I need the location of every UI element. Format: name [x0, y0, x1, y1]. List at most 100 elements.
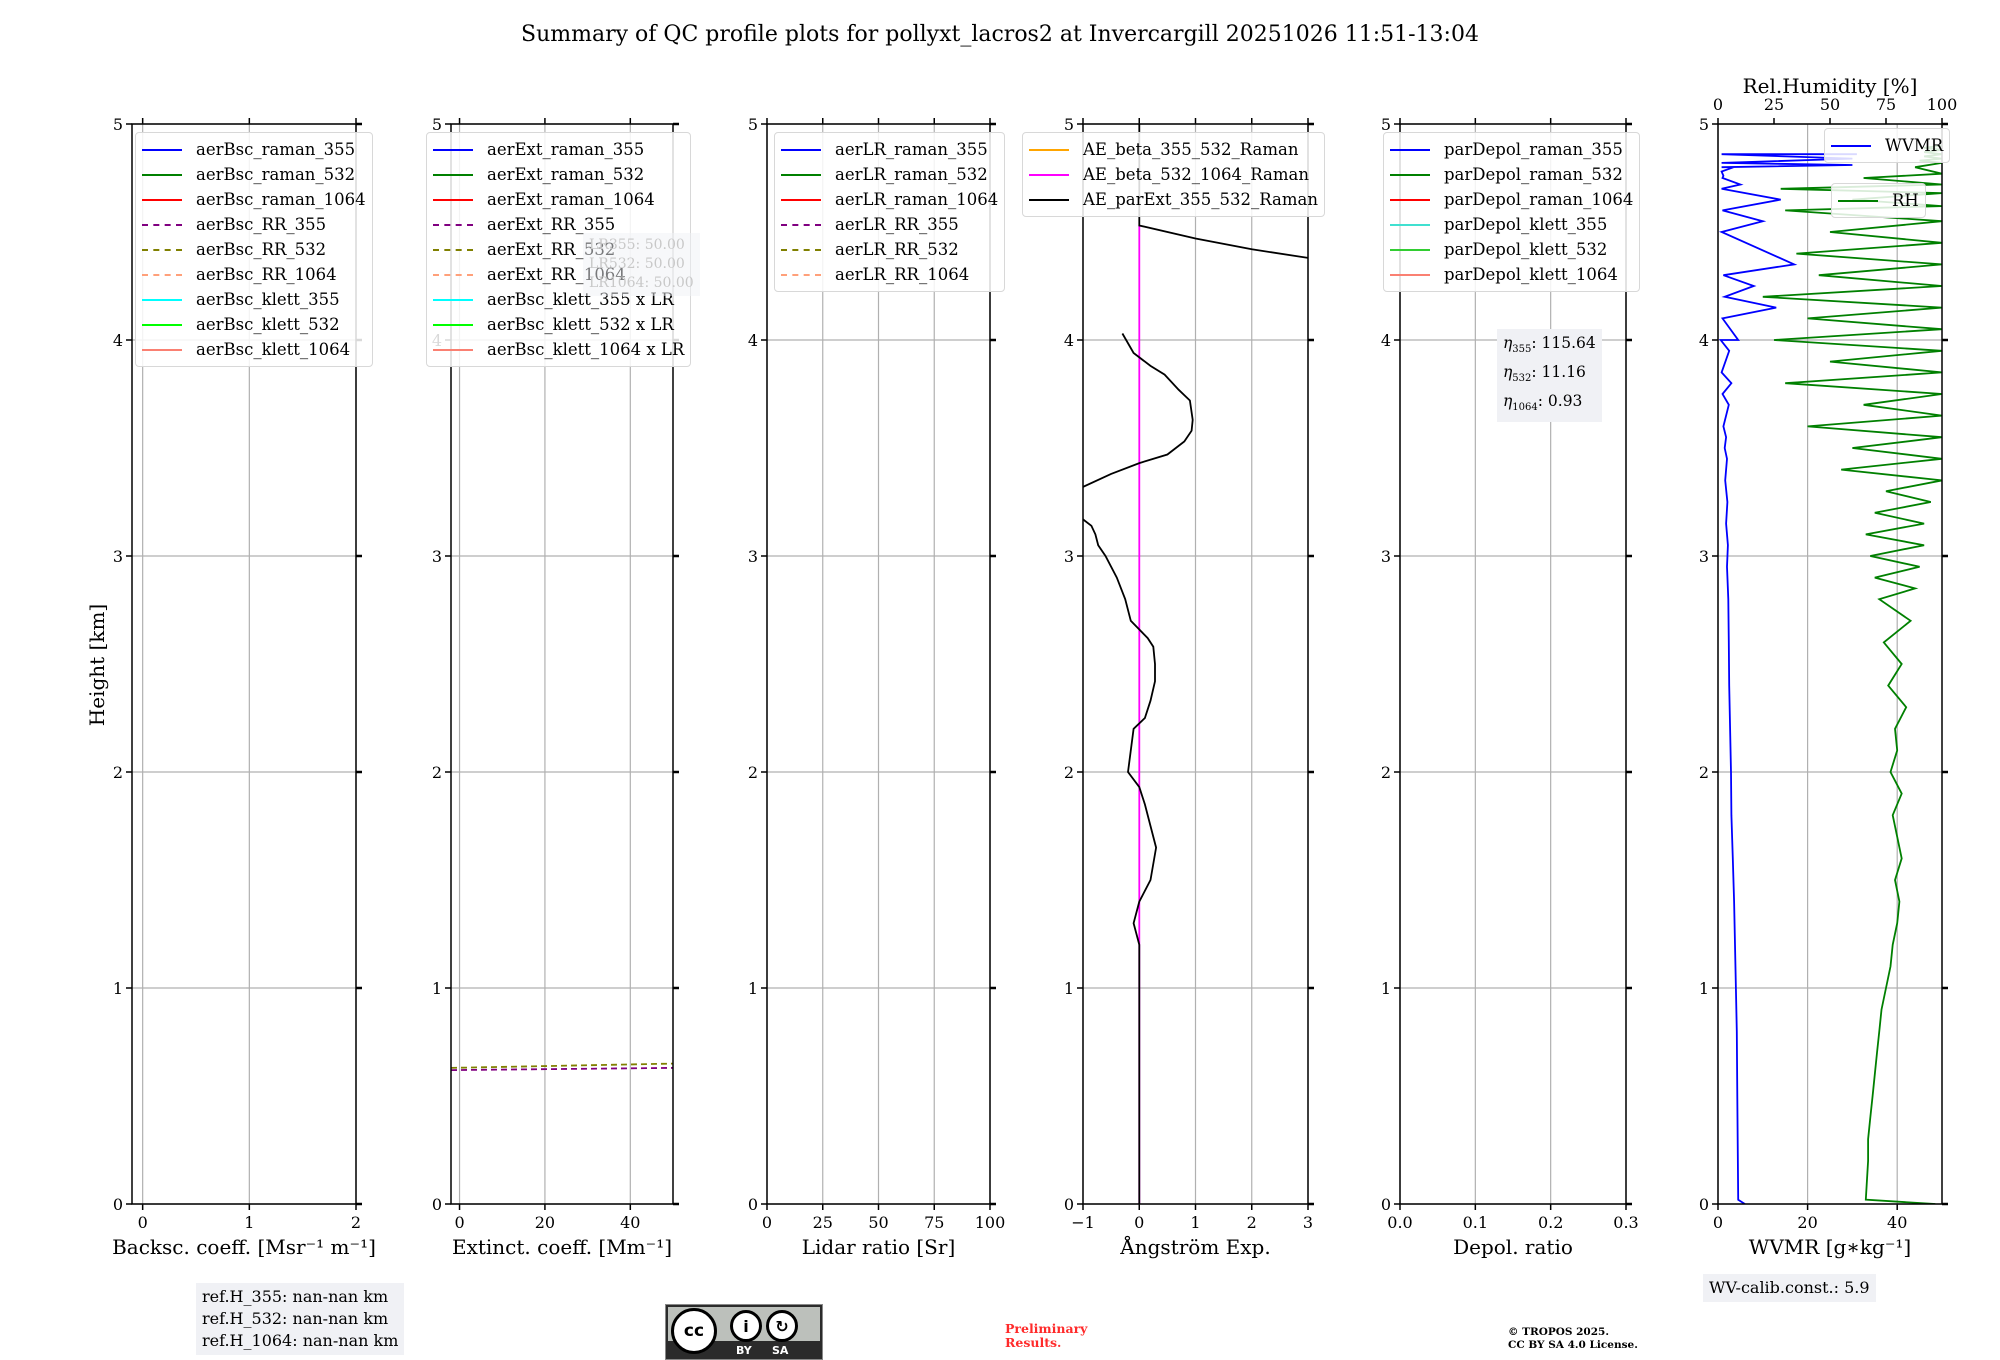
legend-swatch: [142, 298, 182, 301]
legend-entry: AE_beta_355_532_Raman: [1029, 137, 1318, 162]
figure-title: Summary of QC profile plots for pollyxt_…: [521, 22, 1479, 47]
x-tick-label: 40: [1887, 1213, 1907, 1232]
legend-label: parDepol_klett_355: [1444, 215, 1608, 234]
y-tick-label: 2: [1381, 763, 1391, 782]
lr-532: LR532: 50.00: [589, 256, 685, 272]
x-tick-label: 25: [813, 1213, 833, 1232]
wv-calib-text: WV-calib.const.: 5.9: [1709, 1278, 1870, 1297]
axes-frame: [766, 123, 991, 1205]
x-tick-label: 20: [1797, 1213, 1817, 1232]
x-tick-label: 2: [1247, 1213, 1257, 1232]
x-tick-label: 3: [1303, 1213, 1313, 1232]
legend-entry: aerBsc_klett_1064 x LR: [433, 337, 684, 362]
series-WVMR: [1718, 153, 1857, 1204]
legend-label: parDepol_klett_532: [1444, 240, 1608, 259]
legend-swatch: [142, 348, 182, 351]
legend-swatch: [781, 248, 821, 251]
y-tick-label: 5: [113, 115, 123, 134]
legend-swatch: [142, 223, 182, 226]
legend-swatch: [433, 323, 473, 326]
legend-entry: aerBsc_raman_1064: [142, 187, 366, 212]
x-tick-label: 40: [620, 1213, 640, 1232]
legend-label: AE_beta_355_532_Raman: [1083, 140, 1299, 159]
legend-label: aerBsc_klett_532: [196, 315, 340, 334]
axes-frame: [1082, 123, 1309, 1205]
y-tick-label: 3: [1381, 547, 1391, 566]
legend-swatch: [142, 148, 182, 151]
x-tick-label: 20: [535, 1213, 555, 1232]
legend-label: aerLR_RR_1064: [835, 265, 970, 284]
lr-1064: LR1064: 50.00: [589, 275, 694, 291]
legend-label: aerLR_raman_1064: [835, 190, 999, 209]
y-tick-label: 2: [1064, 763, 1074, 782]
legend-entry: aerExt_RR_355: [433, 212, 684, 237]
legend-entry: parDepol_raman_532: [1390, 162, 1633, 187]
legend-panel-4: AE_beta_355_532_Raman AE_beta_532_1064_Ra…: [1022, 132, 1325, 217]
legend-swatch: [781, 148, 821, 151]
legend-entry: aerLR_raman_1064: [781, 187, 998, 212]
x-axis-label: Lidar ratio [Sr]: [802, 1235, 956, 1259]
legend-entry: aerBsc_raman_532: [142, 162, 366, 187]
legend-entry: parDepol_klett_1064: [1390, 262, 1633, 287]
x-tick-label: 0: [762, 1213, 772, 1232]
legend-entry: aerBsc_RR_355: [142, 212, 366, 237]
lr-355: LR355: 50.00: [589, 237, 685, 253]
axes-frame: [1717, 123, 1943, 1205]
y-tick-label: 4: [748, 331, 758, 350]
top-x-tick-label: 50: [1820, 95, 1840, 114]
cc-by-sa-logo: cc i ↻ BY SA: [665, 1304, 823, 1360]
ref-height-355: ref.H_355: nan-nan km: [202, 1287, 389, 1306]
legend-swatch: [1390, 198, 1430, 201]
legend-panel-1: aerBsc_raman_355 aerBsc_raman_532 aerBsc_r…: [135, 132, 373, 367]
legend-label: parDepol_klett_1064: [1444, 265, 1618, 284]
x-axis-label: Ångström Exp.: [1119, 1234, 1270, 1259]
top-x-tick-label: 25: [1764, 95, 1784, 114]
y-tick-label: 1: [113, 979, 123, 998]
top-x-tick-label: 0: [1713, 95, 1723, 114]
legend-entry: parDepol_klett_355: [1390, 212, 1633, 237]
y-tick-label: 5: [748, 115, 758, 134]
panel-5: 0.0 0.1 0.2 0.3 0 1 2 3 4 5 Depol. ratio: [1381, 115, 1639, 1259]
reference-height-box: ref.H_355: nan-nan km ref.H_532: nan-nan…: [196, 1283, 405, 1355]
x-tick-label: 75: [924, 1213, 944, 1232]
y-tick-label: 2: [113, 763, 123, 782]
y-tick-label: 0: [748, 1195, 758, 1214]
y-tick-label: 3: [1064, 547, 1074, 566]
y-tick-label: 4: [1381, 331, 1391, 350]
legend-entry: AE_parExt_355_532_Raman: [1029, 187, 1318, 212]
legend-label: aerBsc_klett_1064 x LR: [487, 340, 685, 359]
x-axis-label: WVMR [g∗kg⁻¹]: [1749, 1235, 1911, 1259]
axes-frame: [131, 123, 357, 1205]
legend-label: aerBsc_raman_1064: [196, 190, 366, 209]
legend-label: AE_parExt_355_532_Raman: [1083, 190, 1318, 209]
wv-calibration-box: WV-calib.const.: 5.9: [1703, 1274, 1876, 1302]
eta-1064: η1064: 0.93: [1503, 392, 1583, 414]
y-tick-label: 0: [113, 1195, 123, 1214]
legend-label: aerExt_raman_1064: [487, 190, 655, 209]
legend-label: aerBsc_RR_355: [196, 215, 327, 234]
legend-panel-3: aerLR_raman_355 aerLR_raman_532 aerLR_rama…: [774, 132, 1006, 292]
legend-entry: parDepol_raman_355: [1390, 137, 1633, 162]
legend-entry: RH: [1838, 188, 1919, 213]
legend-swatch: [1390, 148, 1430, 151]
series-aerExt_RR_532: [451, 1062, 673, 1069]
y-tick-label: 3: [432, 547, 442, 566]
legend-label: aerBsc_klett_355: [196, 290, 340, 309]
legend-label: parDepol_raman_1064: [1444, 190, 1634, 209]
y-tick-label: 5: [432, 115, 442, 134]
legend-entry: aerExt_raman_355: [433, 137, 684, 162]
series-aerExt_RR_355: [451, 1067, 673, 1071]
axes-frame: [450, 123, 674, 1205]
x-tick-label: −1: [1071, 1213, 1095, 1232]
preliminary-note: Preliminary Results.: [1005, 1321, 1088, 1350]
legend-swatch: [433, 298, 473, 301]
legend-entry: aerLR_raman_355: [781, 137, 998, 162]
y-tick-label: 1: [1699, 979, 1709, 998]
y-tick-label: 2: [432, 763, 442, 782]
y-tick-label: 3: [1699, 547, 1709, 566]
legend-entry: aerLR_RR_1064: [781, 262, 998, 287]
legend-label: aerBsc_raman_532: [196, 165, 356, 184]
x-axis-label: Depol. ratio: [1453, 1235, 1573, 1259]
x-tick-label: 0: [1134, 1213, 1144, 1232]
legend-label: WVMR: [1885, 136, 1944, 155]
